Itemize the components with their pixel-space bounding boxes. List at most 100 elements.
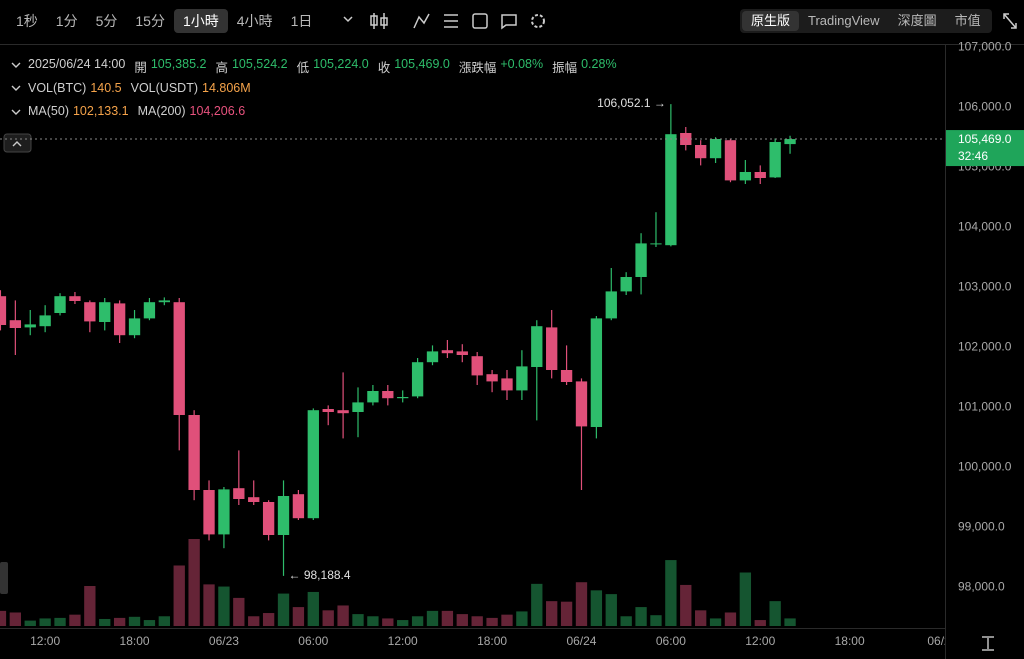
more-intervals-icon[interactable] xyxy=(343,16,353,23)
volume-bar xyxy=(575,582,588,626)
ma-row: MA(50) 102,133.1 MA(200) 104,206.6 xyxy=(28,104,254,118)
y-tick-label: 100,000.0 xyxy=(958,459,1012,473)
candle-body xyxy=(262,502,275,535)
candle-body xyxy=(173,302,185,415)
candle-body xyxy=(784,139,796,145)
candle-body xyxy=(724,140,737,181)
x-tick-label: 06:00 xyxy=(298,634,328,648)
volume-value: 140.5 xyxy=(90,81,122,95)
volume-bar xyxy=(739,572,752,626)
candle-body xyxy=(620,277,632,292)
volume-label: VOL(USDT) xyxy=(130,81,198,95)
auto-scale-icon[interactable] xyxy=(982,636,994,651)
field-label: 高 xyxy=(215,61,228,75)
volume-bar xyxy=(262,613,275,626)
candle-body xyxy=(0,296,7,325)
volume-bar xyxy=(233,597,245,626)
price-tag-countdown: 32:46 xyxy=(958,149,988,163)
volume-label: VOL(BTC) xyxy=(28,81,87,95)
candle-body xyxy=(665,134,677,246)
x-tick-label: 06/24 xyxy=(566,634,596,648)
candle-body xyxy=(739,172,752,181)
candle-body xyxy=(99,302,111,322)
volume-bar xyxy=(248,616,260,626)
field-label: 振幅 xyxy=(552,61,578,75)
side-handle[interactable] xyxy=(0,562,8,594)
volume-bar xyxy=(680,584,692,626)
volume-bar xyxy=(99,618,111,626)
settings-icon[interactable] xyxy=(531,14,545,28)
candle-body xyxy=(754,172,766,178)
drawing-list-icon[interactable] xyxy=(444,14,458,28)
volume-bar xyxy=(292,607,305,626)
candle-body xyxy=(426,351,439,363)
candle-body xyxy=(575,381,588,427)
volume-bar xyxy=(188,539,200,626)
interval-option[interactable]: 1日 xyxy=(290,13,313,29)
interval-option[interactable]: 1秒 xyxy=(16,13,38,29)
y-tick-label: 107,000.0 xyxy=(958,39,1012,53)
extreme-label: 106,052.1 → xyxy=(597,96,666,110)
volume-bar xyxy=(560,601,573,626)
field-value: 105,385.2 xyxy=(150,57,207,71)
tool-icon[interactable] xyxy=(472,13,488,29)
candle-body xyxy=(337,410,349,414)
volume-bar xyxy=(218,586,230,626)
volume-bar xyxy=(769,601,781,626)
candle-body xyxy=(590,318,603,427)
candle-body xyxy=(307,410,319,519)
volume-bar xyxy=(367,616,379,626)
view-option[interactable]: 深度圖 xyxy=(897,13,937,28)
candle-body xyxy=(695,145,707,159)
y-tick-label: 104,000.0 xyxy=(958,219,1012,233)
interval-option[interactable]: 5分 xyxy=(95,13,118,29)
x-tick-label: 12:00 xyxy=(30,634,60,648)
volume-bar xyxy=(9,612,22,626)
view-option[interactable]: 市值 xyxy=(954,13,981,28)
interval-option[interactable]: 15分 xyxy=(135,13,165,29)
view-switcher: 原生版 TradingView 深度圖 市值 xyxy=(740,9,992,33)
volume-bar xyxy=(397,620,409,626)
volume-bar xyxy=(69,614,81,626)
info-chevrons[interactable] xyxy=(11,62,21,115)
volume-bar xyxy=(531,583,543,626)
ma-label: MA(200) xyxy=(137,104,186,118)
volume-bar xyxy=(709,618,722,626)
candle-type-icon[interactable] xyxy=(370,13,388,29)
candle-body xyxy=(560,370,573,382)
indicator-icon[interactable] xyxy=(413,13,430,29)
candle-body xyxy=(128,318,141,336)
field-value: 0.28% xyxy=(581,57,617,71)
volume-bar xyxy=(635,607,647,626)
candle-body xyxy=(158,300,170,303)
candle-body xyxy=(441,350,454,354)
interval-option[interactable]: 1分 xyxy=(55,13,78,29)
candle-body xyxy=(501,378,513,391)
candle-body xyxy=(471,356,483,376)
candle-body xyxy=(769,142,781,178)
interval-option[interactable]: 1小時 xyxy=(173,9,228,33)
x-tick-label: 12:00 xyxy=(388,634,418,648)
template-icon[interactable] xyxy=(501,14,517,30)
field-value: 105,224.0 xyxy=(313,57,369,71)
price-tag xyxy=(946,130,1024,167)
volume-bar xyxy=(724,612,737,626)
plot-area: 12:00 18:00 06/23 06:00 12:00 18:00 06/24 06:00… xyxy=(0,96,951,648)
fullscreen-icon[interactable] xyxy=(1003,13,1017,29)
x-tick-label: 12:00 xyxy=(745,634,775,648)
volume-bar xyxy=(307,591,319,626)
volume-bar xyxy=(605,594,617,626)
view-option[interactable]: TradingView xyxy=(808,13,880,28)
view-option[interactable]: 原生版 xyxy=(742,11,800,31)
volume-bar xyxy=(39,618,51,626)
interval-option[interactable]: 4小時 xyxy=(236,13,273,29)
ohlc-row: 2025/06/24 14:00 開 105,385.2 高 105,524.2 低 105… xyxy=(28,57,626,76)
price-axis: 98,000.0 99,000.0 100,000.0 101,000.0 102,00… xyxy=(946,39,1024,593)
volume-bar xyxy=(620,616,632,626)
volume-bar xyxy=(128,616,141,626)
volume-bar xyxy=(426,610,439,626)
y-tick-label: 99,000.0 xyxy=(958,519,1005,533)
volume-bar xyxy=(322,610,334,626)
